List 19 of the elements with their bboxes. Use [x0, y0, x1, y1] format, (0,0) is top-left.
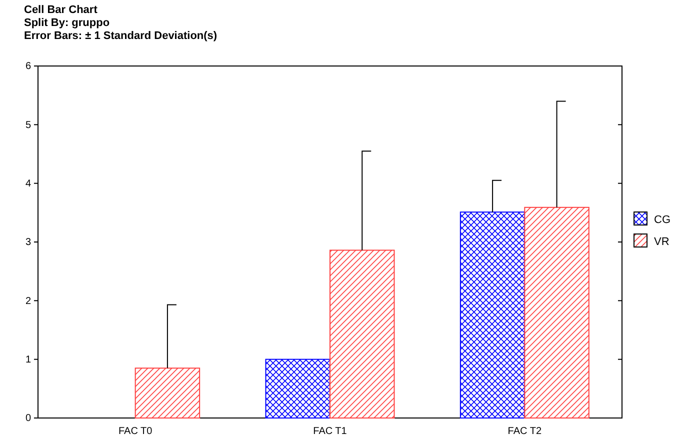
- bar: [524, 206, 590, 418]
- y-tick-label: 4: [25, 178, 32, 190]
- y-tick-label: 1: [25, 354, 32, 366]
- legend-label: CG: [654, 214, 670, 226]
- bar: [330, 250, 395, 418]
- bar: [460, 212, 526, 418]
- x-tick-label: FAC T0: [118, 426, 153, 437]
- y-tick-label: 0: [25, 413, 32, 424]
- x-tick-label: FAC T1: [313, 426, 348, 437]
- bar: [265, 358, 330, 418]
- y-tick-label: 5: [25, 120, 32, 131]
- chart-title: Cell Bar Chart: [24, 4, 98, 16]
- y-tick-label: 2: [25, 296, 32, 307]
- legend-label: VR: [654, 236, 670, 248]
- y-tick-label: 3: [25, 237, 32, 248]
- y-tick-label: 6: [25, 61, 32, 72]
- bar: [134, 368, 200, 418]
- x-tick-label: FAC T2: [508, 426, 542, 437]
- chart-subtitle: Split By: gruppo Error Bars: ± 1 Standard Deviation(s): [24, 17, 218, 42]
